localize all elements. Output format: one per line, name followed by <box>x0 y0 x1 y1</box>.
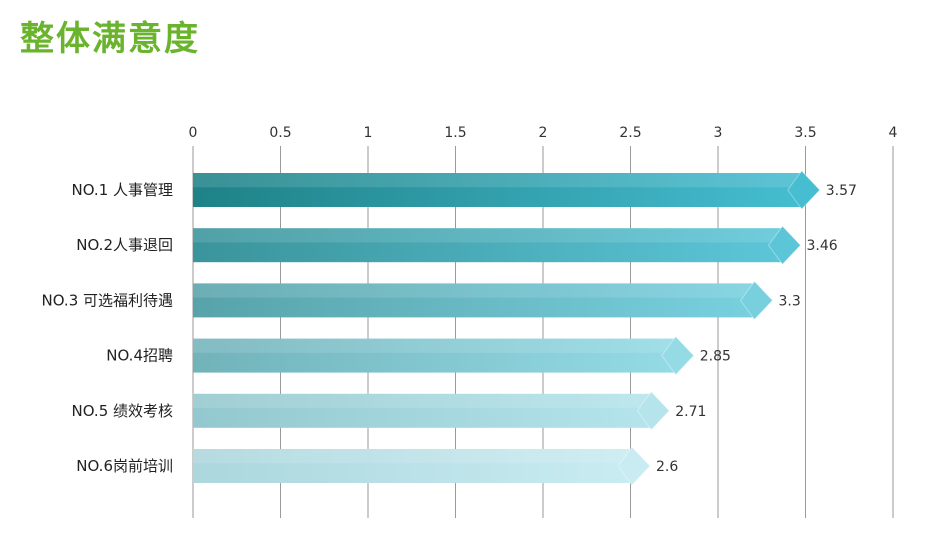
category-label: NO.5 绩效考核 <box>72 402 174 420</box>
x-tick-label: 2.5 <box>619 125 641 141</box>
bar <box>193 393 654 428</box>
x-tick-label: 0.5 <box>269 125 291 141</box>
x-tick-label: 3 <box>714 125 723 141</box>
bar <box>193 338 678 373</box>
category-label: NO.6岗前培训 <box>76 457 173 475</box>
bar-tip <box>661 335 695 376</box>
bar <box>193 173 804 207</box>
bar-highlight <box>193 338 678 353</box>
category-label: NO.4招聘 <box>106 347 173 365</box>
category-label: NO.2人事退回 <box>76 236 173 254</box>
bar-highlight <box>193 449 634 464</box>
bar-tip <box>636 391 670 431</box>
value-label: 3.3 <box>779 293 801 309</box>
bar <box>193 283 757 318</box>
x-axis-ticks: 0 0.5 1 1.5 2 2.5 3 3.5 4 <box>189 125 898 141</box>
value-label: 2.71 <box>675 404 706 420</box>
bar-highlight <box>193 228 785 243</box>
x-tick-label: 3.5 <box>794 125 816 141</box>
value-label: 3.57 <box>826 183 857 199</box>
value-label: 3.46 <box>807 238 838 254</box>
x-tick-label: 2 <box>539 125 548 141</box>
x-tick-label: 4 <box>889 125 898 141</box>
bar-tip <box>787 170 821 210</box>
bar <box>193 228 785 263</box>
bars <box>193 170 821 486</box>
value-label: 2.85 <box>700 349 731 365</box>
category-label: NO.1 人事管理 <box>72 181 174 199</box>
x-tick-label: 1 <box>364 125 373 141</box>
category-label: NO.3 可选福利待遇 <box>42 291 174 309</box>
page-title: 整体满意度 <box>20 19 200 59</box>
bar-tip <box>739 280 774 321</box>
value-label: 2.6 <box>656 459 678 475</box>
value-labels: 3.57 3.46 3.3 2.85 2.71 2.6 <box>656 183 857 475</box>
bar-highlight <box>193 173 804 188</box>
bar <box>193 449 634 483</box>
gridlines <box>192 146 894 518</box>
category-labels: NO.1 人事管理 NO.2人事退回 NO.3 可选福利待遇 NO.4招聘 NO.5 绩… <box>42 181 174 475</box>
x-tick-label: 0 <box>189 125 198 141</box>
bar-highlight <box>193 283 757 298</box>
bar-highlight <box>193 393 654 409</box>
bar-tip <box>767 225 802 265</box>
x-tick-label: 1.5 <box>444 125 466 141</box>
bar-tip <box>617 446 651 486</box>
